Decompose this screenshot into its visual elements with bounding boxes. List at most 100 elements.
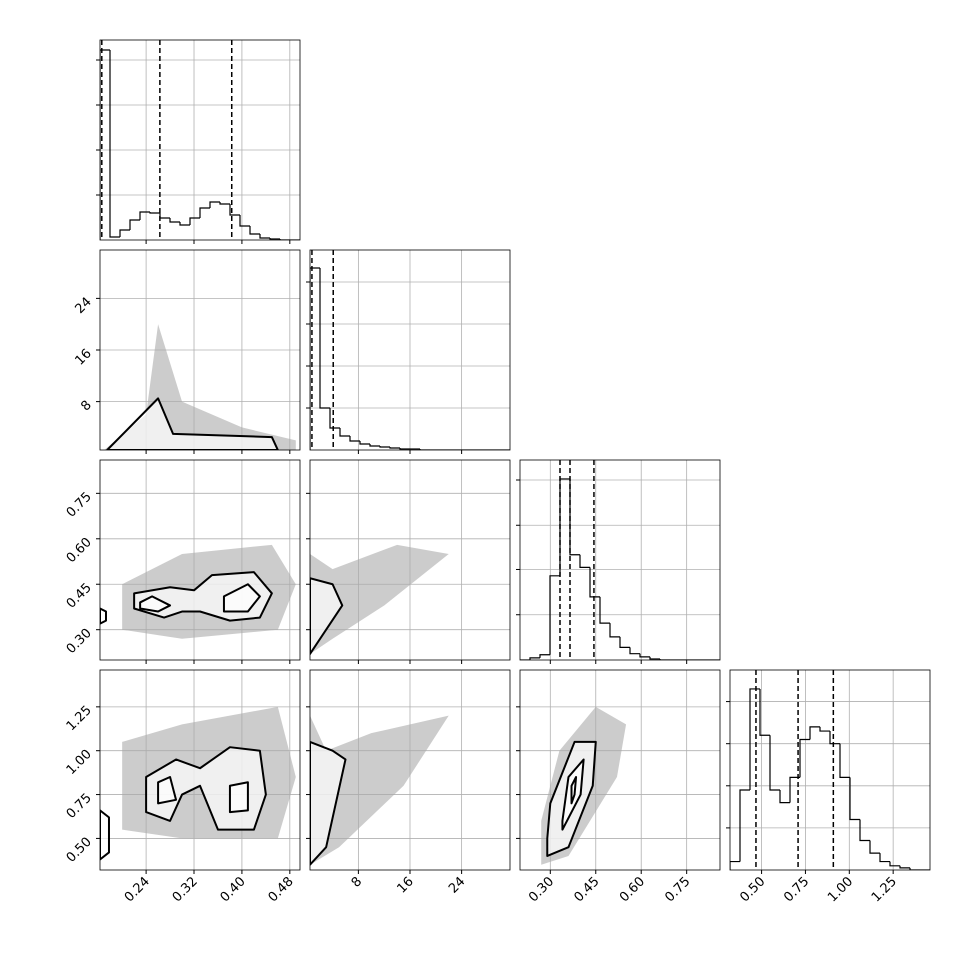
panel-frame [519,459,721,661]
histogram-step [589,567,600,598]
panel [520,460,720,660]
cloud [310,544,449,654]
panel-frame [309,669,511,871]
x-tick-label: 0.48 [266,874,297,905]
histogram-step [419,449,430,450]
histogram-step [599,596,610,624]
histogram-step [249,226,260,235]
histogram-step [389,447,400,449]
histogram-step [659,658,670,660]
y-tick-label: 0.30 [64,626,95,657]
panel [310,460,510,660]
histogram-step [849,777,860,821]
histogram-step [859,819,870,842]
histogram-step [569,478,580,556]
histogram-step [579,554,590,568]
histogram-step [179,222,190,226]
x-tick-label: 0.45 [572,874,603,905]
panel [100,40,300,240]
histogram-step [399,448,410,450]
y-tick-label: 0.75 [64,791,95,822]
contour [222,583,261,613]
histogram-step [239,215,250,227]
histogram-step [829,731,840,745]
histogram-step [369,444,380,447]
contour [310,740,347,866]
histogram-step [319,268,330,409]
histogram-step [169,218,180,223]
histogram-step [149,212,160,214]
x-tick-label: 0.32 [170,874,201,905]
x-tick-label: 1.25 [869,874,900,905]
histogram-step [730,860,740,870]
histogram-step [379,446,390,448]
y-tick-label: 0.50 [64,835,95,866]
x-tick-label: 0.60 [617,874,648,905]
histogram-step [879,853,890,863]
contour [570,776,578,805]
contour [100,809,110,861]
histogram-step [769,735,780,791]
panel-frame [309,459,511,661]
histogram-step [159,213,170,219]
contour [139,595,172,613]
histogram-step [139,211,150,220]
histogram-step [539,654,550,658]
histogram-step [189,217,200,225]
cloud [310,715,449,865]
y-tick-label: 1.00 [64,747,95,778]
histogram-step [349,436,360,442]
panel [310,670,510,870]
histogram-step [559,478,570,576]
contour [106,397,279,450]
panel [100,250,300,450]
panel [520,670,720,870]
histogram-step [629,647,640,655]
histogram-step [889,861,900,867]
histogram-step [909,867,920,870]
y-tick-label: 8 [78,398,94,414]
panel-frame [729,669,931,871]
histogram-step [739,789,750,862]
contour [310,577,344,655]
panel [310,250,510,450]
panel [730,670,930,870]
y-tick-label: 16 [73,346,95,368]
histogram-step [609,623,620,638]
histogram-step [119,229,130,237]
histogram-step [789,776,800,803]
histogram-step [809,726,820,740]
x-tick-label: 0.75 [781,874,812,905]
histogram-step [129,219,140,230]
histogram-step [839,743,850,778]
x-tick-label: 8 [349,874,365,890]
histogram-step [109,50,120,238]
panel-frame [99,39,301,241]
x-tick-label: 0.30 [526,874,557,905]
histogram-step [310,267,320,450]
x-tick-label: 0.75 [662,874,693,905]
x-tick-label: 0.50 [737,874,768,905]
histogram-step [359,441,370,445]
histogram-step [899,865,910,869]
histogram-step [269,238,280,240]
y-tick-label: 0.75 [64,490,95,521]
histogram-step [759,688,770,736]
contour [157,776,178,805]
histogram-step [649,656,660,660]
panel [100,670,300,870]
panel-frame [519,669,721,871]
histogram-step [749,688,760,790]
y-tick-label: 0.60 [64,535,95,566]
y-tick-label: 0.45 [64,580,95,611]
histogram-step [549,575,560,655]
histogram-step [799,738,810,778]
x-tick-label: 16 [395,874,417,896]
histogram-step [209,201,220,208]
panel-frame [99,459,301,661]
contour [100,607,107,625]
histogram-step [639,653,650,658]
histogram-step [219,202,230,205]
histogram-step [100,49,110,240]
